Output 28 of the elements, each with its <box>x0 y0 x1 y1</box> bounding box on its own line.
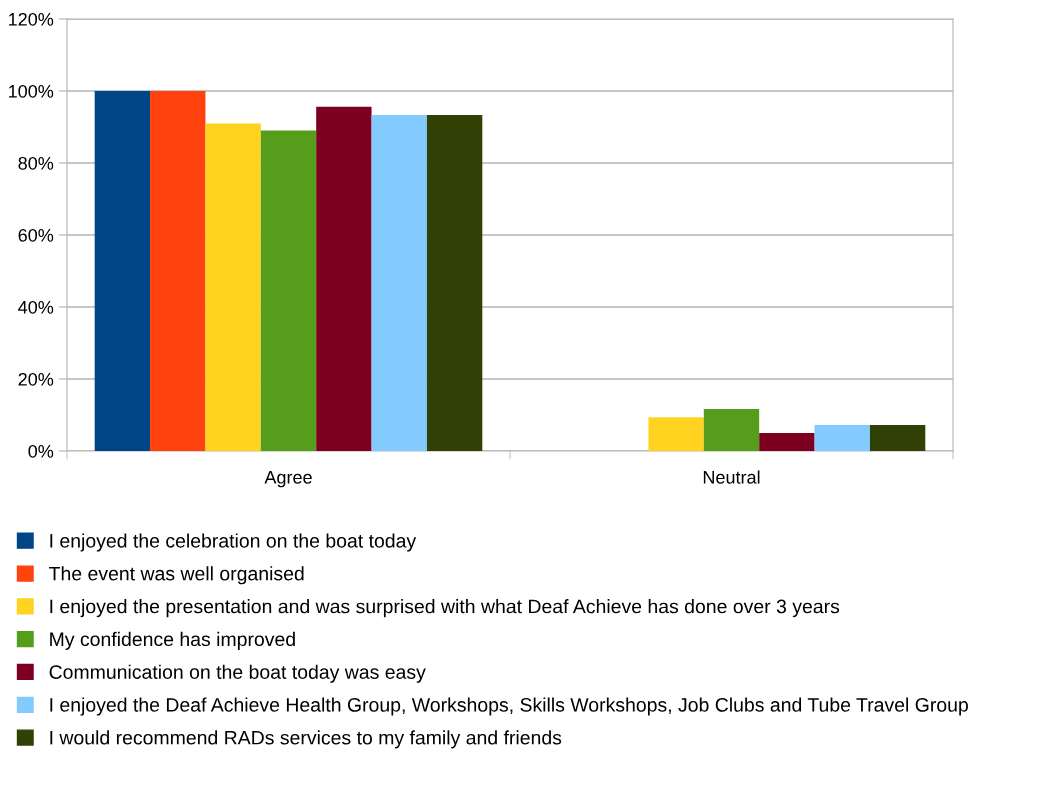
legend-label: I would recommend RADs services to my family and friends <box>50 730 562 749</box>
y-tick-label: 20% <box>18 372 54 386</box>
bar <box>260 130 317 451</box>
bar <box>426 115 483 451</box>
legend-label: I enjoyed the celebration on the boat today <box>50 533 417 552</box>
legend-label: I enjoyed the presentation and was surprised with what Deaf Achieve has done over 3 years <box>50 599 840 618</box>
bar <box>150 91 206 451</box>
bar <box>94 91 151 451</box>
y-tick-label: 40% <box>18 300 54 314</box>
y-tick-label: 60% <box>18 228 54 242</box>
legend-label: Communication on the boat today was easy <box>49 664 426 683</box>
legend-label: The event was well organised <box>49 566 304 585</box>
bar <box>371 115 427 451</box>
y-tick-label: 120% <box>9 12 54 26</box>
bar <box>205 123 261 451</box>
x-tick-label: Agree <box>264 471 312 488</box>
bar <box>648 417 704 451</box>
bar <box>814 425 870 451</box>
bar <box>759 433 815 451</box>
y-tick-label: 100% <box>9 84 54 98</box>
y-tick-label: 0% <box>28 444 54 458</box>
x-tick-label: Neutral <box>703 470 760 484</box>
y-tick-label: 80% <box>18 156 54 170</box>
legend-label: I enjoyed the Deaf Achieve Health Group, Workshops, Skills Workshops, Job Clubs and Tube Travel Group <box>50 697 968 716</box>
bar <box>316 106 372 451</box>
bar <box>703 408 760 451</box>
legend-label: My confidence has improved <box>50 631 295 650</box>
bar <box>869 425 926 451</box>
